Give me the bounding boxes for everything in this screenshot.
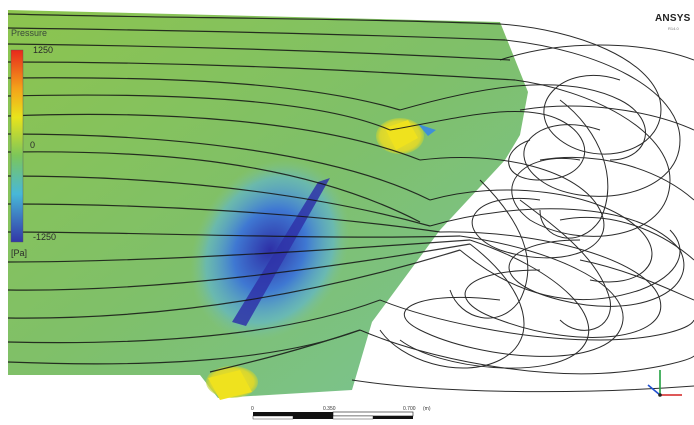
legend-title: Pressure [11,28,48,38]
scale-tick-end: 0.700 [403,406,416,412]
legend-mid-value: 0 [30,140,36,150]
scale-tick-zero: 0 [251,406,254,412]
legend-max-value: 1250 [33,45,54,55]
surface-streamlines [7,13,516,373]
legend-unit: [Pa] [11,248,28,258]
legend-color-bar [10,49,24,243]
brand-logo: ANSYS [655,13,691,24]
blue-edge-highlight [418,124,436,136]
legend-min-value: -1250 [33,232,57,242]
high-pressure-block-top [385,120,418,150]
high-pressure-block-bottom [208,370,252,400]
wake-streamlines [351,23,694,393]
scale-unit: (m) [423,406,431,412]
scale-bar [252,411,414,420]
axis-triad-icon [647,370,682,397]
brand-version: R14.0 [668,26,679,31]
scale-tick-mid: 0.350 [323,406,336,412]
